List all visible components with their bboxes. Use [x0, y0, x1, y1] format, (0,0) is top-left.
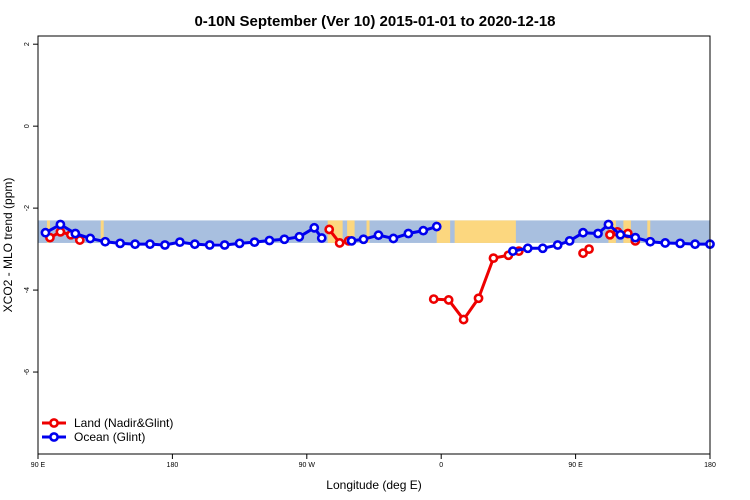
land-band-segment	[454, 220, 516, 243]
series-point	[160, 240, 170, 250]
series-point	[615, 229, 626, 240]
series-point	[537, 243, 548, 254]
series-point	[418, 225, 429, 236]
x-tick-label: 90 W	[299, 462, 316, 469]
y-tick-label: -4	[24, 287, 31, 293]
series-ocean-glint	[40, 219, 715, 257]
series-point	[388, 233, 399, 244]
land-band-segment	[347, 220, 355, 243]
legend-label: Ocean (Glint)	[74, 430, 145, 444]
y-tick-label: -2	[24, 205, 31, 211]
series-point	[630, 232, 641, 243]
series-point	[605, 229, 615, 240]
series-point	[660, 238, 671, 248]
x-tick-label: 0	[439, 462, 443, 469]
series-point	[645, 236, 656, 247]
series-point	[358, 234, 369, 245]
series-point	[249, 237, 260, 248]
series-point	[100, 236, 111, 247]
series-point	[40, 227, 51, 238]
legend-marker	[49, 432, 59, 442]
series-point	[145, 239, 155, 250]
land-band-segment	[366, 220, 370, 243]
series-point	[174, 237, 185, 248]
data-series	[40, 219, 715, 325]
series-point	[115, 238, 126, 249]
series-point	[552, 240, 563, 250]
series-point	[443, 295, 454, 305]
y-tick-label: -6	[24, 369, 31, 375]
land-band-segment	[647, 220, 651, 243]
y-tick-label: 0	[24, 124, 31, 128]
series-point	[507, 246, 518, 257]
series-point	[578, 227, 588, 238]
series-point	[373, 230, 384, 241]
x-tick-label: 180	[704, 462, 716, 469]
x-tick-label: 180	[167, 462, 179, 469]
series-point	[593, 228, 603, 239]
x-tick-label: 90 E	[568, 462, 583, 469]
series-point	[473, 293, 484, 304]
series-point	[603, 219, 614, 230]
series-point	[316, 233, 327, 243]
series-point	[234, 238, 245, 249]
ocean-band	[38, 220, 710, 243]
series-point	[334, 238, 345, 248]
series-point	[279, 234, 290, 245]
land-band-segment	[100, 220, 104, 243]
y-tick-label: 2	[24, 42, 31, 46]
series-point	[309, 222, 320, 233]
series-point	[431, 221, 442, 232]
series-point	[675, 238, 686, 249]
y-axis-label: XCO2 - MLO trend (ppm)	[1, 178, 15, 313]
series-point	[219, 240, 230, 250]
series-point	[85, 233, 96, 244]
x-axis-label: Longitude (deg E)	[326, 478, 421, 492]
legend: Land (Nadir&Glint)Ocean (Glint)	[42, 416, 173, 444]
x-tick-label: 90 E	[31, 462, 46, 469]
series-point	[428, 294, 439, 304]
series-point	[324, 224, 335, 235]
series-point	[690, 239, 700, 250]
series-point	[294, 231, 305, 242]
series-point	[189, 239, 200, 250]
series-point	[346, 236, 357, 246]
x-axis: 90 E 180 90 W 0 90 E 180	[31, 454, 716, 469]
series-point	[70, 228, 81, 239]
legend-marker	[49, 418, 59, 428]
series-point	[564, 236, 575, 246]
series-point	[130, 239, 140, 250]
series-point	[488, 253, 499, 264]
series-point	[55, 219, 66, 230]
series-point	[204, 240, 215, 250]
legend-label: Land (Nadir&Glint)	[74, 416, 173, 430]
chart-title: 0-10N September (Ver 10) 2015-01-01 to 2…	[194, 13, 555, 30]
series-point	[522, 243, 533, 254]
plot-area	[38, 219, 715, 325]
series-point	[458, 314, 469, 325]
series-point	[584, 244, 594, 254]
series-point	[264, 235, 275, 246]
y-axis: 2 0 -2 -4 -6	[24, 42, 38, 375]
plot-frame	[37, 35, 711, 455]
series-point	[403, 228, 414, 239]
